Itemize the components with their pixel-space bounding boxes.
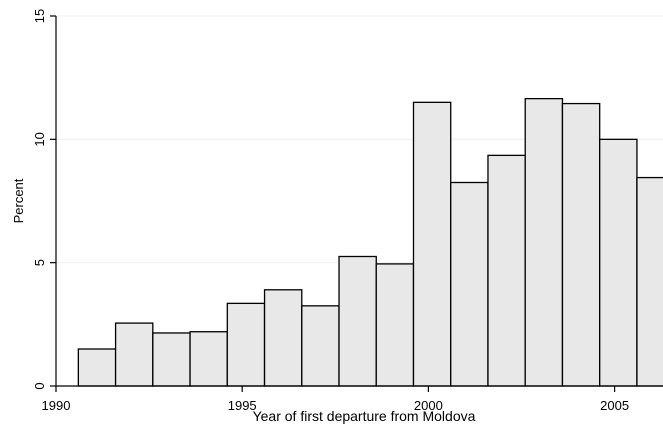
y-tick-label-10: 10 bbox=[32, 132, 47, 146]
bar-7 bbox=[338, 255, 377, 387]
bar-8 bbox=[375, 263, 415, 387]
bar-9 bbox=[412, 101, 452, 387]
bar-4 bbox=[226, 302, 266, 387]
x-axis-label: Year of first departure from Moldova bbox=[253, 408, 476, 424]
bar-5 bbox=[263, 289, 303, 387]
y-tick-label-5: 5 bbox=[32, 259, 47, 266]
x-tick-label-1990: 1990 bbox=[42, 398, 71, 413]
bar-15 bbox=[636, 176, 663, 387]
bar-11 bbox=[487, 154, 526, 387]
x-tick-label-1995: 1995 bbox=[228, 398, 257, 413]
bar-0 bbox=[77, 348, 117, 387]
y-tick-label-0: 0 bbox=[32, 382, 47, 389]
y-axis-label: Percent bbox=[11, 178, 26, 223]
bar-14 bbox=[599, 138, 638, 387]
y-tick-label-15: 15 bbox=[32, 9, 47, 23]
bar-1 bbox=[114, 322, 154, 387]
bar-6 bbox=[301, 305, 340, 387]
bar-13 bbox=[561, 102, 601, 387]
bars bbox=[77, 97, 663, 387]
axes: 0 5 10 15 1990 1995 2000 2005 bbox=[32, 9, 663, 413]
bar-2 bbox=[152, 332, 191, 387]
x-tick-label-2005: 2005 bbox=[600, 398, 629, 413]
x-tick-label-2000: 2000 bbox=[414, 398, 443, 413]
bar-10 bbox=[450, 181, 489, 387]
bar-3 bbox=[189, 331, 228, 387]
bar-12 bbox=[524, 97, 564, 387]
